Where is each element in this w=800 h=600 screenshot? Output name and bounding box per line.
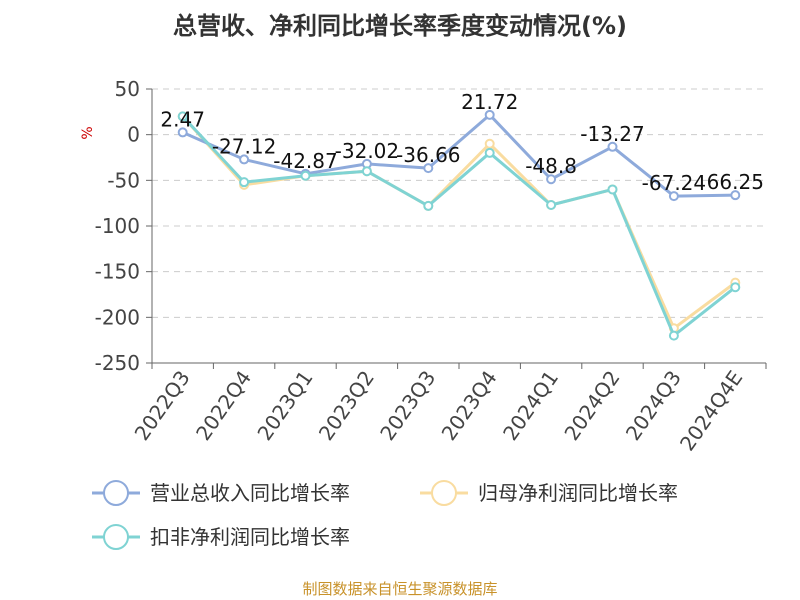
series-line-0 <box>182 113 736 198</box>
data-point <box>239 154 250 165</box>
legend-marker <box>431 480 457 506</box>
y-axis-label: % <box>80 126 96 139</box>
data-point <box>484 147 495 158</box>
y-tick-label: 0 <box>127 123 140 147</box>
data-point <box>730 282 741 293</box>
x-tick-label: 2023Q2 <box>314 366 379 445</box>
grid <box>146 88 766 364</box>
data-point <box>177 127 188 138</box>
y-tick-label: -250 <box>95 351 140 375</box>
x-tick-label: 2024Q1 <box>498 366 563 445</box>
data-label: -36.66 <box>396 143 460 167</box>
data-point <box>546 174 557 185</box>
data-label: 66.25 <box>707 170 764 194</box>
data-label: -48.8 <box>525 154 577 178</box>
data-point <box>484 109 495 120</box>
x-tick-label: 2024Q3 <box>621 366 686 445</box>
data-label: -27.12 <box>212 134 276 158</box>
x-tick-label: 2022Q3 <box>130 366 195 445</box>
y-tick-label: -200 <box>95 305 140 329</box>
data-label: -67.24 <box>642 171 706 195</box>
x-tick-label: 2023Q4 <box>437 366 502 445</box>
data-point <box>177 111 188 122</box>
x-tick-label: 2024Q2 <box>559 366 624 445</box>
data-label: 2.47 <box>160 107 205 131</box>
x-tick-label: 2023Q3 <box>375 366 440 445</box>
data-point <box>668 191 679 202</box>
y-tick-label: -150 <box>95 260 140 284</box>
data-point <box>730 190 741 201</box>
source-note: 制图数据来自恒生聚源数据库 <box>302 580 497 598</box>
y-tick-label: -100 <box>95 214 140 238</box>
data-label: -42.87 <box>273 149 337 173</box>
data-point <box>239 177 250 188</box>
data-point <box>361 166 372 177</box>
legend-label: 扣非净利润同比增长率 <box>150 525 350 549</box>
data-point <box>546 199 557 210</box>
y-ticks: 50 0 -50 -100 -150 -200 -250 <box>95 77 140 375</box>
chart-title: 总营收、净利同比增长率季度变动情况(%) <box>173 12 627 40</box>
data-point <box>607 184 618 195</box>
data-point <box>423 163 434 174</box>
data-point <box>423 200 434 211</box>
data-labels: 2.47 -27.12-42.87-32.02-36.66 21.72 -48.8-1… <box>160 90 763 195</box>
x-tick-label: 2022Q4 <box>191 366 256 445</box>
legend-label: 营业总收入同比增长率 <box>150 481 350 505</box>
data-point <box>607 141 618 152</box>
y-tick-label: -50 <box>107 168 140 192</box>
data-point <box>484 138 495 149</box>
data-point <box>300 170 311 181</box>
legend-marker <box>103 524 129 550</box>
x-tick-label: 2024Q4E <box>675 366 747 455</box>
series-line-2 <box>181 115 737 338</box>
data-label: -13.27 <box>580 122 644 146</box>
series-group <box>177 109 741 341</box>
data-label: -32.02 <box>335 139 399 163</box>
x-ticks: 2022Q32022Q42023Q12023Q22023Q32023Q42024… <box>130 363 767 455</box>
y-tick-label: 50 <box>115 77 140 101</box>
x-tick-label: 2023Q1 <box>252 366 317 445</box>
data-point <box>668 330 679 341</box>
legend-marker <box>103 480 129 506</box>
legend-label: 归母净利润同比增长率 <box>478 481 678 505</box>
data-label: 21.72 <box>461 90 518 114</box>
